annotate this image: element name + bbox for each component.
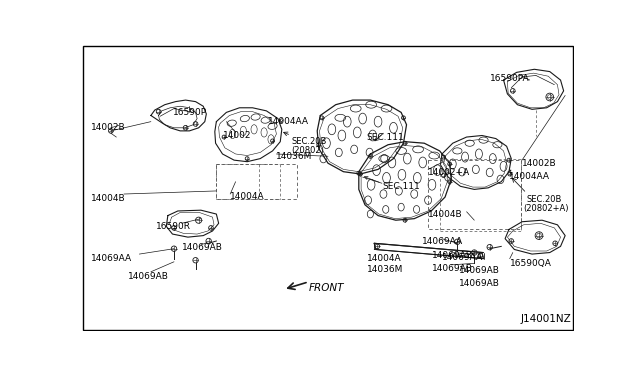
Text: SEC.20B: SEC.20B <box>291 137 326 146</box>
Text: 14036M: 14036M <box>367 265 403 274</box>
Text: 16590QA: 16590QA <box>509 259 552 268</box>
Text: J14001NZ: J14001NZ <box>520 314 572 324</box>
Text: 14002+A: 14002+A <box>428 168 470 177</box>
Text: 14069AB: 14069AB <box>432 264 473 273</box>
Text: 14069AB: 14069AB <box>182 243 223 252</box>
Text: 14069AA: 14069AA <box>422 237 463 246</box>
Text: 14069AB: 14069AB <box>459 279 500 288</box>
Text: 14004B: 14004B <box>91 194 125 203</box>
Text: 16590PA: 16590PA <box>490 74 529 83</box>
Text: 14069AB: 14069AB <box>128 272 169 281</box>
Text: 14004AA: 14004AA <box>268 117 309 126</box>
Text: 14036M: 14036M <box>276 153 313 161</box>
Text: SEC.111: SEC.111 <box>382 182 420 191</box>
Text: 16590R: 16590R <box>156 222 191 231</box>
Text: 14002B: 14002B <box>91 123 125 132</box>
Text: 16590P: 16590P <box>172 108 207 117</box>
Text: SEC.111: SEC.111 <box>367 133 404 142</box>
Text: 14069AA: 14069AA <box>91 254 132 263</box>
Text: 14004A: 14004A <box>367 254 401 263</box>
Text: (20802): (20802) <box>291 146 324 155</box>
Text: 14004AA: 14004AA <box>509 172 550 181</box>
Text: 14004B: 14004B <box>428 210 463 219</box>
Text: 14004A: 14004A <box>230 192 265 202</box>
Text: 14002B: 14002B <box>522 158 557 168</box>
Text: 14002: 14002 <box>223 131 251 140</box>
Text: (20802+A): (20802+A) <box>523 204 568 213</box>
Text: FRONT: FRONT <box>308 283 344 294</box>
Text: 14069AB: 14069AB <box>432 251 473 260</box>
Text: SEC.20B: SEC.20B <box>527 195 562 204</box>
Text: 14069AB: 14069AB <box>459 266 500 275</box>
Text: 14069AA: 14069AA <box>442 253 483 262</box>
